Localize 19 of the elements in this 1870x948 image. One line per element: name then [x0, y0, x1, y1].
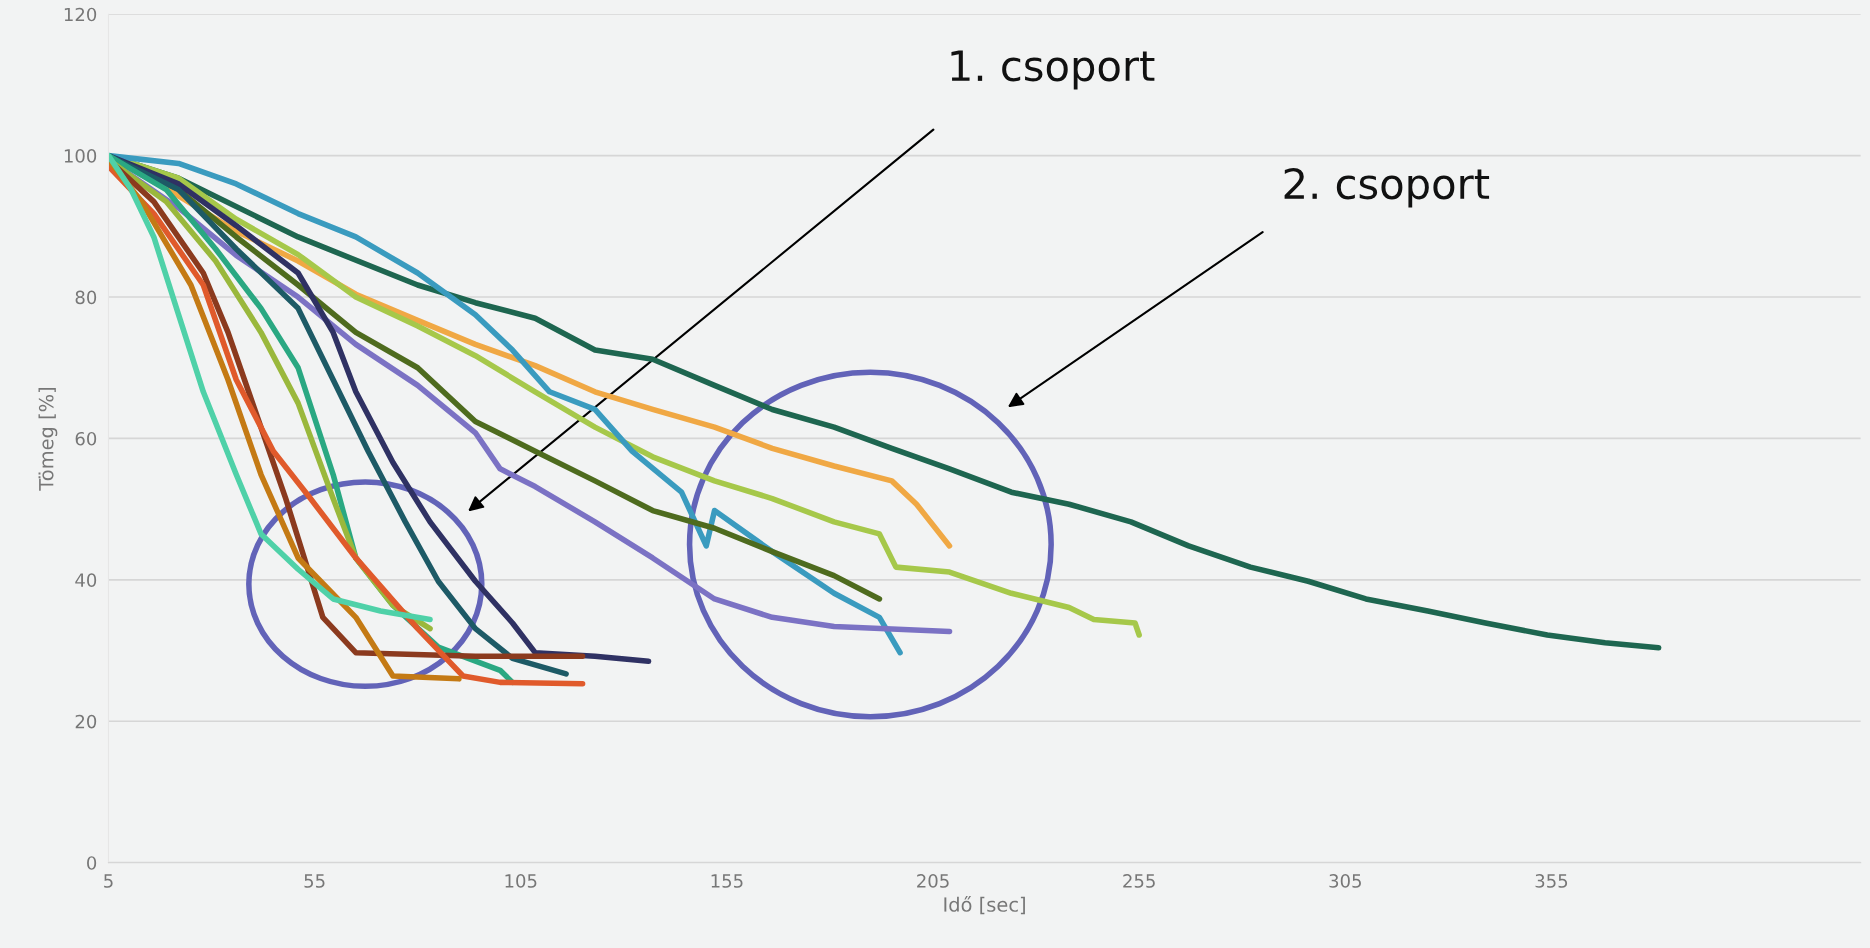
y-tick-label: 40 [75, 573, 97, 587]
annotation: 2. csoport [1284, 167, 1490, 208]
x-tick-label: 55 [304, 874, 325, 888]
x-tick-label: 5 [104, 874, 113, 888]
y-tick-label: 0 [87, 856, 97, 870]
annotation: 1. csoport [951, 50, 1155, 90]
y-tick-label: 60 [75, 431, 97, 446]
y-axis-title: Tömeg [%] [38, 387, 58, 491]
y-tick-label: 100 [64, 149, 97, 163]
x-tick-label: 155 [711, 874, 743, 888]
x-tick-label: 205 [917, 874, 949, 888]
y-tick-label: 120 [64, 7, 97, 22]
x-tick-label: 355 [1535, 874, 1568, 888]
y-tick-label: 80 [75, 290, 97, 305]
x-axis-title: Idő [sec] [944, 896, 1025, 915]
x-tick-label: 105 [505, 874, 537, 888]
x-tick-label: 255 [1123, 874, 1155, 888]
x-tick-label: 305 [1329, 874, 1361, 888]
y-tick-label: 20 [75, 714, 97, 729]
